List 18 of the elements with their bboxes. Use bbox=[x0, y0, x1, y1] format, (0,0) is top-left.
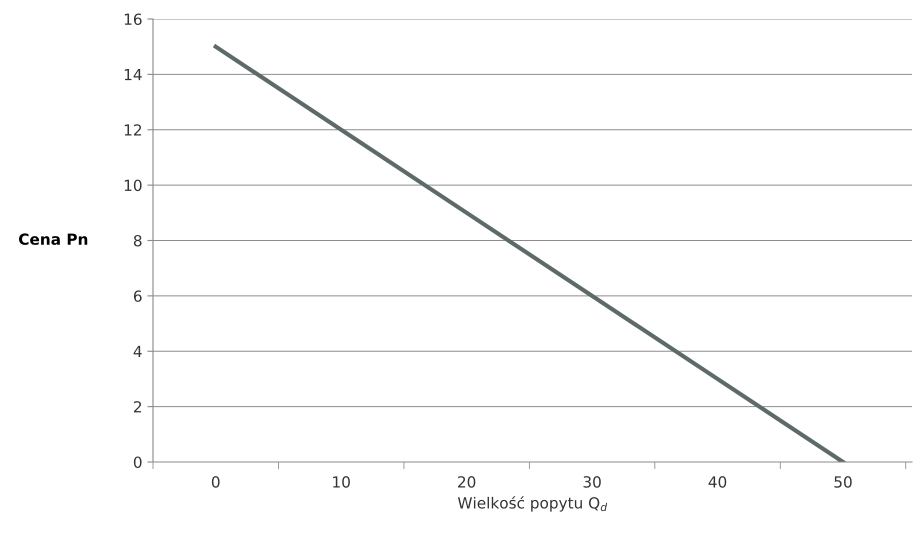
y-tick-label: 14 bbox=[124, 69, 142, 80]
y-tick-label: 4 bbox=[134, 346, 142, 358]
y-tick-label: 0 bbox=[134, 456, 142, 468]
line-series bbox=[214, 44, 846, 462]
y-tick-label: 2 bbox=[134, 401, 142, 412]
x-tick-label: 0 bbox=[212, 476, 220, 488]
x-tick-label: 40 bbox=[708, 476, 726, 488]
x-tick-label: 20 bbox=[458, 476, 476, 488]
y-axis-title: Cena Pn bbox=[19, 233, 88, 245]
x-axis-title: Wielkość popytu Q$_{d}$ bbox=[458, 496, 608, 512]
y-tick-label: 10 bbox=[124, 180, 142, 192]
x-tick-label: 30 bbox=[584, 476, 601, 488]
y-tick-label: 8 bbox=[134, 234, 142, 247]
x-tick-label: 50 bbox=[834, 476, 852, 488]
y-tick-label: 6 bbox=[134, 290, 142, 302]
y-tick-label: 16 bbox=[124, 13, 142, 26]
x-tick-label: 10 bbox=[333, 476, 350, 488]
y-tick-label: 12 bbox=[124, 124, 142, 136]
